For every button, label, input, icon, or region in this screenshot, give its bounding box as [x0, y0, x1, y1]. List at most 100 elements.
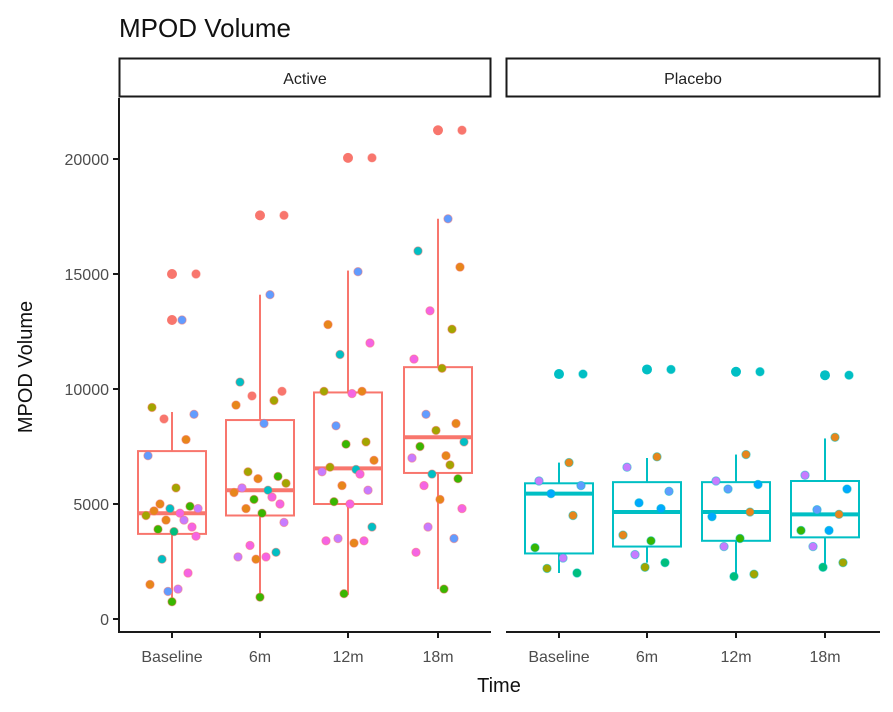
data-point — [719, 541, 729, 552]
box-iqr — [225, 419, 295, 517]
data-point — [568, 510, 578, 521]
data-point — [193, 503, 203, 514]
data-point — [249, 494, 259, 505]
data-point — [241, 503, 251, 514]
data-point — [656, 503, 666, 514]
data-point — [457, 503, 467, 514]
data-point — [181, 434, 191, 445]
data-point — [265, 290, 275, 300]
data-point — [745, 507, 755, 517]
data-point — [445, 460, 455, 470]
data-point — [353, 267, 363, 277]
data-point — [576, 480, 586, 491]
data-point — [796, 525, 806, 536]
box-baseline — [524, 369, 594, 573]
outlier-point — [167, 269, 177, 279]
data-point — [808, 541, 818, 552]
data-point — [169, 526, 179, 537]
jitter-points-6m — [229, 210, 291, 602]
data-point — [341, 439, 351, 449]
data-point — [834, 509, 844, 520]
data-point — [191, 531, 201, 541]
data-point — [741, 449, 751, 460]
data-point — [407, 453, 417, 463]
y-tick-label: 20000 — [65, 152, 110, 169]
data-point — [157, 554, 167, 564]
data-point — [257, 508, 267, 518]
jitter-points-baseline — [141, 269, 203, 607]
strip-label-placebo: Placebo — [664, 71, 722, 88]
data-point — [277, 386, 287, 396]
data-point — [233, 552, 243, 562]
data-point — [191, 269, 201, 279]
data-point — [363, 485, 373, 495]
data-point — [161, 515, 171, 525]
data-point — [660, 557, 670, 568]
data-point — [263, 485, 273, 495]
data-point — [572, 568, 582, 578]
panel-placebo — [524, 364, 860, 582]
data-point — [243, 467, 253, 477]
data-point — [173, 584, 183, 594]
data-point — [447, 324, 457, 334]
data-point — [558, 553, 568, 563]
data-point — [333, 533, 343, 544]
data-point — [842, 484, 852, 494]
data-point — [421, 409, 431, 419]
data-point — [261, 552, 271, 562]
data-point — [267, 492, 277, 502]
y-tick-label: 10000 — [65, 382, 110, 399]
data-point — [177, 315, 187, 325]
data-point — [365, 338, 375, 348]
box-baseline — [137, 269, 207, 602]
data-point — [247, 391, 257, 401]
data-point — [319, 386, 329, 396]
data-point — [187, 522, 197, 532]
data-point — [630, 549, 640, 560]
data-point — [141, 510, 151, 521]
data-point — [453, 474, 463, 484]
data-point — [441, 451, 451, 461]
data-point — [171, 483, 181, 493]
data-point — [275, 499, 285, 509]
box-iqr — [137, 450, 207, 535]
data-point — [339, 589, 349, 599]
panel-active — [137, 125, 473, 607]
outlier-point — [255, 210, 265, 221]
data-point — [838, 557, 848, 568]
data-point — [818, 562, 828, 572]
outlier-point — [343, 152, 353, 163]
data-point — [431, 425, 441, 436]
outlier-point — [820, 370, 830, 381]
data-point — [443, 214, 453, 224]
data-point — [325, 462, 335, 472]
data-point — [153, 524, 163, 534]
y-tick-label: 15000 — [65, 267, 110, 284]
strip-label-active: Active — [283, 71, 327, 88]
y-tick-label: 5000 — [73, 497, 109, 514]
data-point — [652, 452, 662, 462]
data-point — [253, 474, 263, 484]
data-point — [359, 536, 369, 546]
data-point — [423, 522, 433, 532]
box-6m — [612, 364, 682, 563]
data-point — [755, 367, 765, 377]
data-point — [175, 508, 185, 518]
box-18m — [790, 370, 860, 565]
data-point — [427, 469, 437, 479]
chart-title: MPOD Volume — [119, 13, 291, 43]
facet-strip-active: Active — [118, 57, 492, 98]
data-point — [711, 476, 721, 486]
outlier-point — [642, 364, 652, 375]
data-point — [281, 478, 291, 488]
data-point — [830, 432, 840, 442]
data-point — [800, 470, 810, 480]
data-point — [361, 437, 371, 447]
data-point — [435, 494, 445, 505]
x-tick-label: 6m — [636, 649, 658, 666]
outlier-point — [433, 125, 443, 136]
data-point — [147, 402, 157, 413]
data-point — [634, 498, 644, 508]
x-tick-label: 18m — [809, 649, 840, 666]
